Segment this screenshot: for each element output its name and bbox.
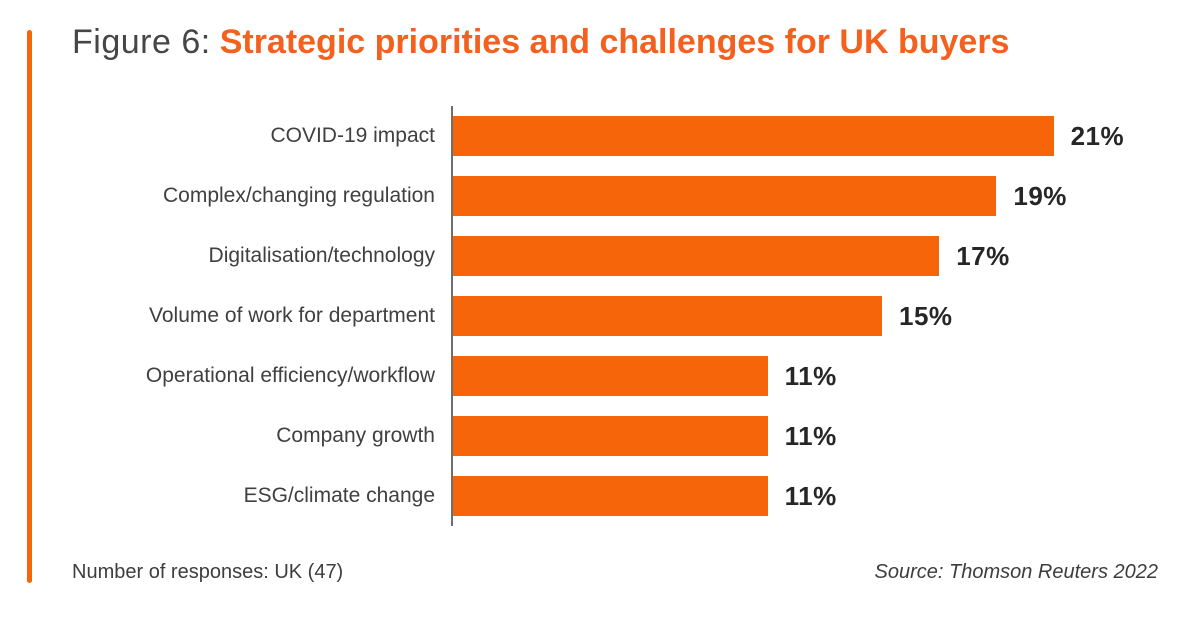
responses-note: Number of responses: UK (47) [72, 561, 344, 583]
value-label: 17% [956, 240, 1010, 271]
bar-track: 11% [451, 406, 1200, 466]
bar [453, 356, 768, 396]
value-label: 11% [784, 360, 837, 391]
figure-title: Figure 6: Strategic priorities and challe… [72, 22, 1009, 62]
bar-track: 11% [451, 466, 1200, 526]
title-text: Strategic priorities and challenges for … [219, 23, 1010, 61]
chart-rows: COVID-19 impact 21% Complex/changing regul… [0, 106, 1200, 526]
chart-row: COVID-19 impact 21% [0, 106, 1200, 166]
category-label: Operational efficiency/workflow [145, 364, 435, 387]
chart-row: Volume of work for department 15% [0, 286, 1200, 346]
category-label: COVID-19 impact [270, 124, 435, 147]
bar-chart: COVID-19 impact 21% Complex/changing regul… [0, 106, 1200, 526]
chart-row: ESG/climate change 11% [0, 466, 1200, 526]
accent-line [27, 30, 32, 583]
chart-footer: Number of responses: UK (47) Source: Tho… [72, 561, 1158, 584]
bar [453, 476, 768, 516]
chart-row: Operational efficiency/workflow 11% [0, 346, 1200, 406]
figure-number-label: Figure 6: [72, 23, 211, 61]
category-label: Company growth [276, 424, 435, 447]
value-label: 19% [1013, 180, 1067, 211]
bar-track: 11% [451, 346, 1200, 406]
category-label: ESG/climate change [243, 484, 435, 507]
chart-row: Digitalisation/technology 17% [0, 226, 1200, 286]
bar [453, 296, 882, 336]
category-label: Digitalisation/technology [208, 244, 435, 267]
chart-row: Complex/changing regulation 19% [0, 166, 1200, 226]
category-label: Volume of work for department [149, 304, 435, 327]
value-label: 15% [899, 300, 953, 331]
bar [453, 416, 768, 456]
bar [453, 236, 940, 276]
bar [453, 116, 1054, 156]
value-label: 11% [784, 420, 837, 451]
category-label: Complex/changing regulation [162, 184, 435, 207]
bar-track: 15% [451, 286, 1200, 346]
bar-track: 17% [451, 226, 1200, 286]
bar-track: 21% [451, 106, 1200, 166]
bar-track: 19% [451, 166, 1200, 226]
source-note: Source: Thomson Reuters 2022 [874, 561, 1159, 583]
value-label: 11% [784, 480, 837, 511]
value-label: 21% [1070, 120, 1125, 151]
bar [453, 176, 997, 216]
chart-row: Company growth 11% [0, 406, 1200, 466]
